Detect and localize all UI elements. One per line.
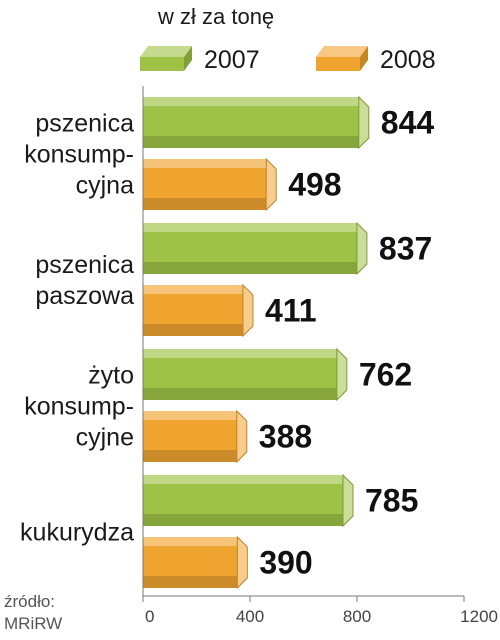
- x-tick-label-0: 0: [145, 607, 154, 626]
- legend-item-2008: 2008: [316, 46, 436, 74]
- value-label-2008-0: 498: [288, 167, 341, 203]
- x-tick-label-2: 800: [343, 607, 371, 626]
- value-label-2007-0: 844: [381, 105, 435, 141]
- category-labels: pszenica konsump-cyjna pszenica paszowa żyto…: [20, 110, 134, 547]
- bar-2008-3: 390: [143, 535, 313, 590]
- bar-2008-0: 498: [143, 157, 342, 212]
- category-label-0: pszenica konsump-cyjna: [24, 110, 134, 200]
- bar-2007-1: 837: [143, 221, 432, 276]
- bar-2007-2: 762: [143, 347, 412, 402]
- category-label-2: żyto konsump-cyjne: [24, 362, 134, 452]
- legend-label-2008: 2008: [380, 46, 436, 74]
- value-label-2007-2: 762: [359, 357, 412, 393]
- value-label-2008-3: 390: [259, 545, 312, 581]
- value-label-2007-1: 837: [379, 231, 432, 267]
- unit-label: w zł za tonę: [157, 4, 274, 29]
- legend-item-2007: 2007: [140, 46, 260, 74]
- value-label-2007-3: 785: [365, 483, 418, 519]
- source-note: źródło: MRiRW: [4, 592, 62, 633]
- source-line-1: MRiRW: [4, 614, 62, 633]
- value-label-2008-1: 411: [265, 293, 317, 329]
- source-line-0: źródło:: [4, 592, 55, 611]
- value-label-2008-2: 388: [259, 419, 312, 455]
- category-label-3: kukurydza: [20, 519, 134, 547]
- x-tick-label-3: 1200: [460, 607, 498, 626]
- bar-2007-3: 785: [143, 473, 418, 528]
- x-tick-label-1: 400: [236, 607, 264, 626]
- bar-2008-2: 388: [143, 409, 312, 464]
- bars: 844 498 837 411 762 388 785 390: [143, 95, 435, 590]
- x-axis: 0 400 800 1200: [142, 86, 498, 626]
- bar-2007-0: 844: [143, 95, 435, 150]
- legend: 2007 2008: [140, 46, 436, 74]
- legend-label-2007: 2007: [204, 46, 260, 74]
- category-label-1: pszenica paszowa: [35, 251, 134, 310]
- bar-2008-1: 411: [143, 283, 317, 338]
